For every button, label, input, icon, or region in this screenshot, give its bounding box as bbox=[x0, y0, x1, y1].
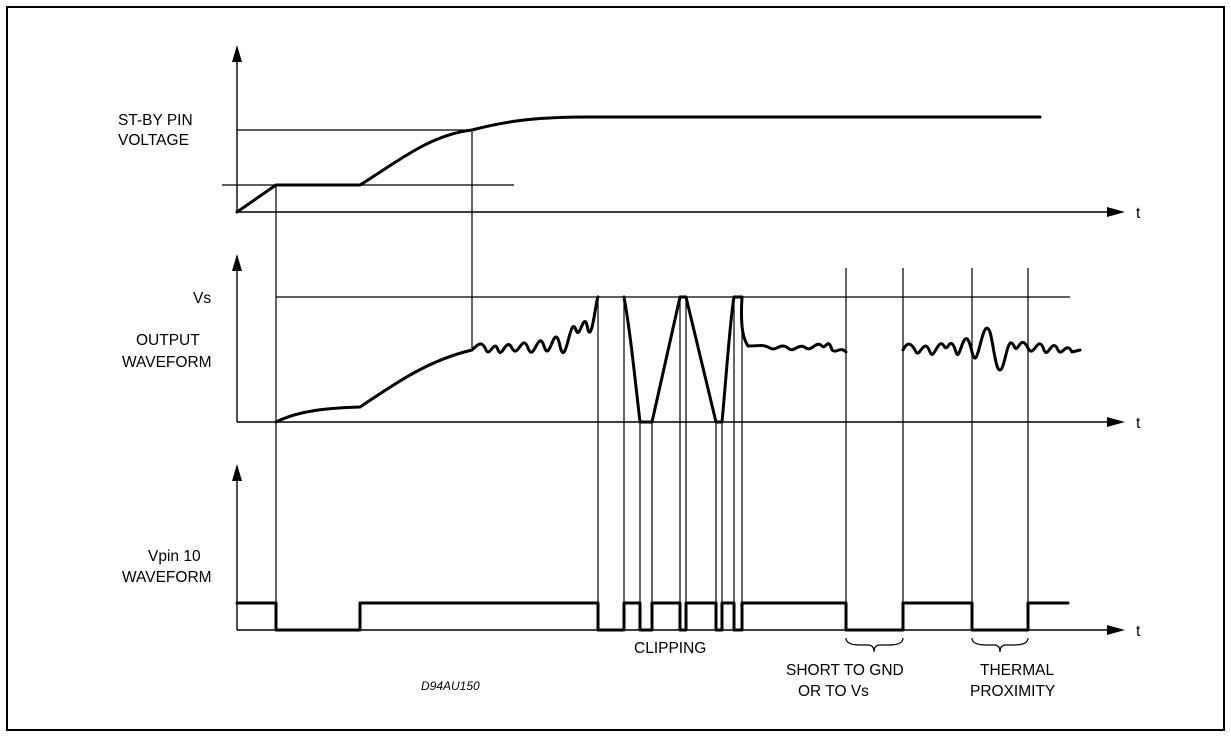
diagram-border bbox=[6, 6, 1225, 731]
output-label-line2: WAVEFORM bbox=[122, 354, 212, 371]
pin10-y-arrow bbox=[232, 464, 242, 481]
pin10-label-line1: Vpin 10 bbox=[148, 548, 201, 565]
standby-x-arrow bbox=[1107, 207, 1125, 217]
output-label-line1: OUTPUT bbox=[136, 332, 200, 349]
short-label-line2: OR TO Vs bbox=[798, 683, 869, 700]
thermal-label-line2: PROXIMITY bbox=[970, 683, 1055, 700]
pin10-waveform bbox=[235, 601, 1070, 632]
clipping-label: CLIPPING bbox=[634, 640, 706, 657]
output-x-arrow bbox=[1107, 417, 1125, 427]
output-y-arrow bbox=[232, 254, 242, 271]
thermal-brace bbox=[971, 637, 1029, 653]
short-brace bbox=[845, 637, 904, 653]
output-waveform-after-clip bbox=[746, 342, 848, 354]
standby-label-line2: VOLTAGE bbox=[118, 132, 189, 149]
standby-voltage-curve bbox=[235, 115, 1042, 214]
output-axis-label: t bbox=[1136, 415, 1141, 432]
output-vs-label: Vs bbox=[193, 290, 211, 307]
output-waveform-rise bbox=[274, 295, 600, 424]
pin10-label-line2: WAVEFORM bbox=[122, 569, 212, 586]
standby-axis-label: t bbox=[1136, 205, 1141, 222]
standby-y-arrow bbox=[232, 45, 242, 62]
thermal-label-line1: THERMAL bbox=[980, 662, 1054, 679]
standby-label-line1: ST-BY PIN bbox=[118, 112, 193, 129]
pin10-axis-label: t bbox=[1136, 623, 1141, 640]
output-waveform-after-short bbox=[901, 327, 1082, 372]
pin10-x-arrow bbox=[1107, 625, 1125, 635]
short-label-line1: SHORT TO GND bbox=[786, 662, 904, 679]
standby-panel: ST-BY PIN VOLTAGE t bbox=[118, 45, 1141, 222]
figure-code: D94AU150 bbox=[421, 679, 480, 693]
output-panel: Vs OUTPUT WAVEFORM t bbox=[122, 254, 1141, 630]
pin10-panel: Vpin 10 WAVEFORM t bbox=[122, 464, 1141, 640]
